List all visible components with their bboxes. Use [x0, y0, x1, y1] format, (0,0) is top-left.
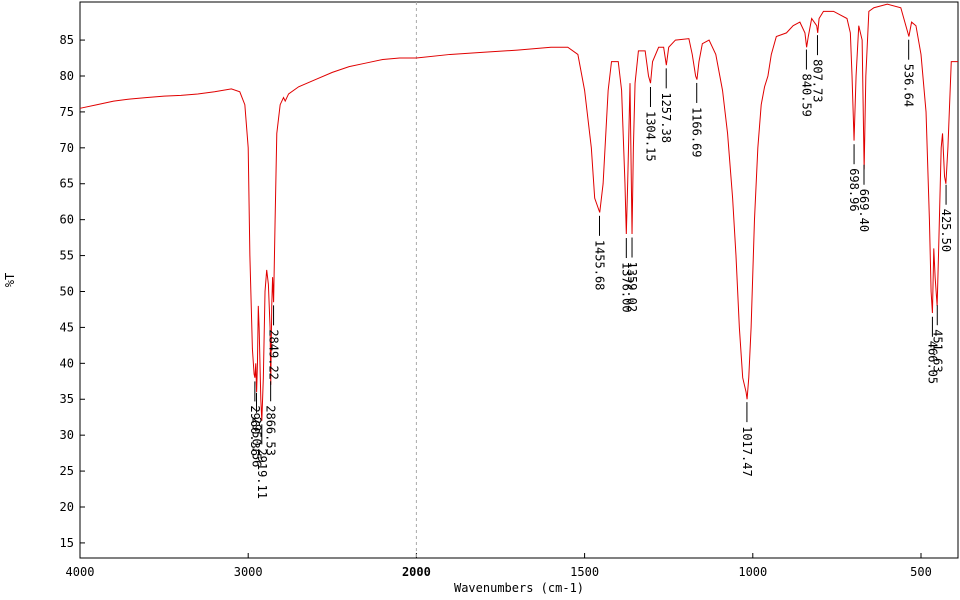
peak-label: 2919.11 [255, 448, 269, 499]
y-tick-label: 50 [60, 284, 74, 298]
peak-label: 669.40 [857, 189, 871, 232]
peak-label: 1359.02 [625, 262, 639, 313]
peak-label: 1304.15 [643, 111, 657, 162]
x-tick-label: 4000 [66, 565, 95, 579]
peak-label: 2849.22 [267, 329, 281, 380]
y-tick-label: 30 [60, 428, 74, 442]
peak-label: 1017.47 [740, 426, 754, 477]
plot-frame [79, 1, 959, 559]
peak-label: 1376.00 [619, 262, 633, 313]
y-tick-label: 85 [60, 33, 74, 47]
y-tick-label: 75 [60, 105, 74, 119]
x-tick-label: 1000 [738, 565, 767, 579]
peak-label: 2866.53 [264, 405, 278, 456]
y-tick-label: 25 [60, 464, 74, 478]
peak-label: 451.63 [930, 329, 944, 372]
y-tick-label: 20 [60, 500, 74, 514]
spectrum-line [79, 3, 958, 421]
y-tick-label: 35 [60, 392, 74, 406]
y-tick-label: 70 [60, 141, 74, 155]
y-tick-label: 15 [60, 536, 74, 550]
peak-label: 698.96 [847, 168, 861, 211]
peak-label: 840.59 [799, 74, 813, 117]
peak-label: 807.73 [810, 59, 824, 102]
y-tick-label: 80 [60, 69, 74, 83]
x-axis-label: Wavenumbers (cm-1) [454, 581, 584, 595]
y-tick-label: 60 [60, 213, 74, 227]
peak-label: 2960.36 [248, 405, 262, 456]
x-tick-label: 500 [910, 565, 932, 579]
peak-label: 466.05 [925, 341, 939, 384]
peak-label: 536.64 [902, 64, 916, 107]
x-tick-label: 3000 [234, 565, 263, 579]
peak-label: 1166.69 [690, 107, 704, 158]
x-tick-label: 1500 [570, 565, 599, 579]
peak-label: 1455.68 [593, 240, 607, 291]
peak-label: 425.50 [939, 209, 953, 252]
x-tick-label: 2000 [402, 565, 431, 579]
y-axis-label: %T [3, 273, 17, 287]
y-tick-label: 55 [60, 249, 74, 263]
y-tick-label: 40 [60, 356, 74, 370]
y-tick-label: 65 [60, 177, 74, 191]
y-tick-label: 45 [60, 320, 74, 334]
peak-label: 2950.56 [250, 417, 264, 468]
peak-label: 1257.38 [659, 92, 673, 143]
